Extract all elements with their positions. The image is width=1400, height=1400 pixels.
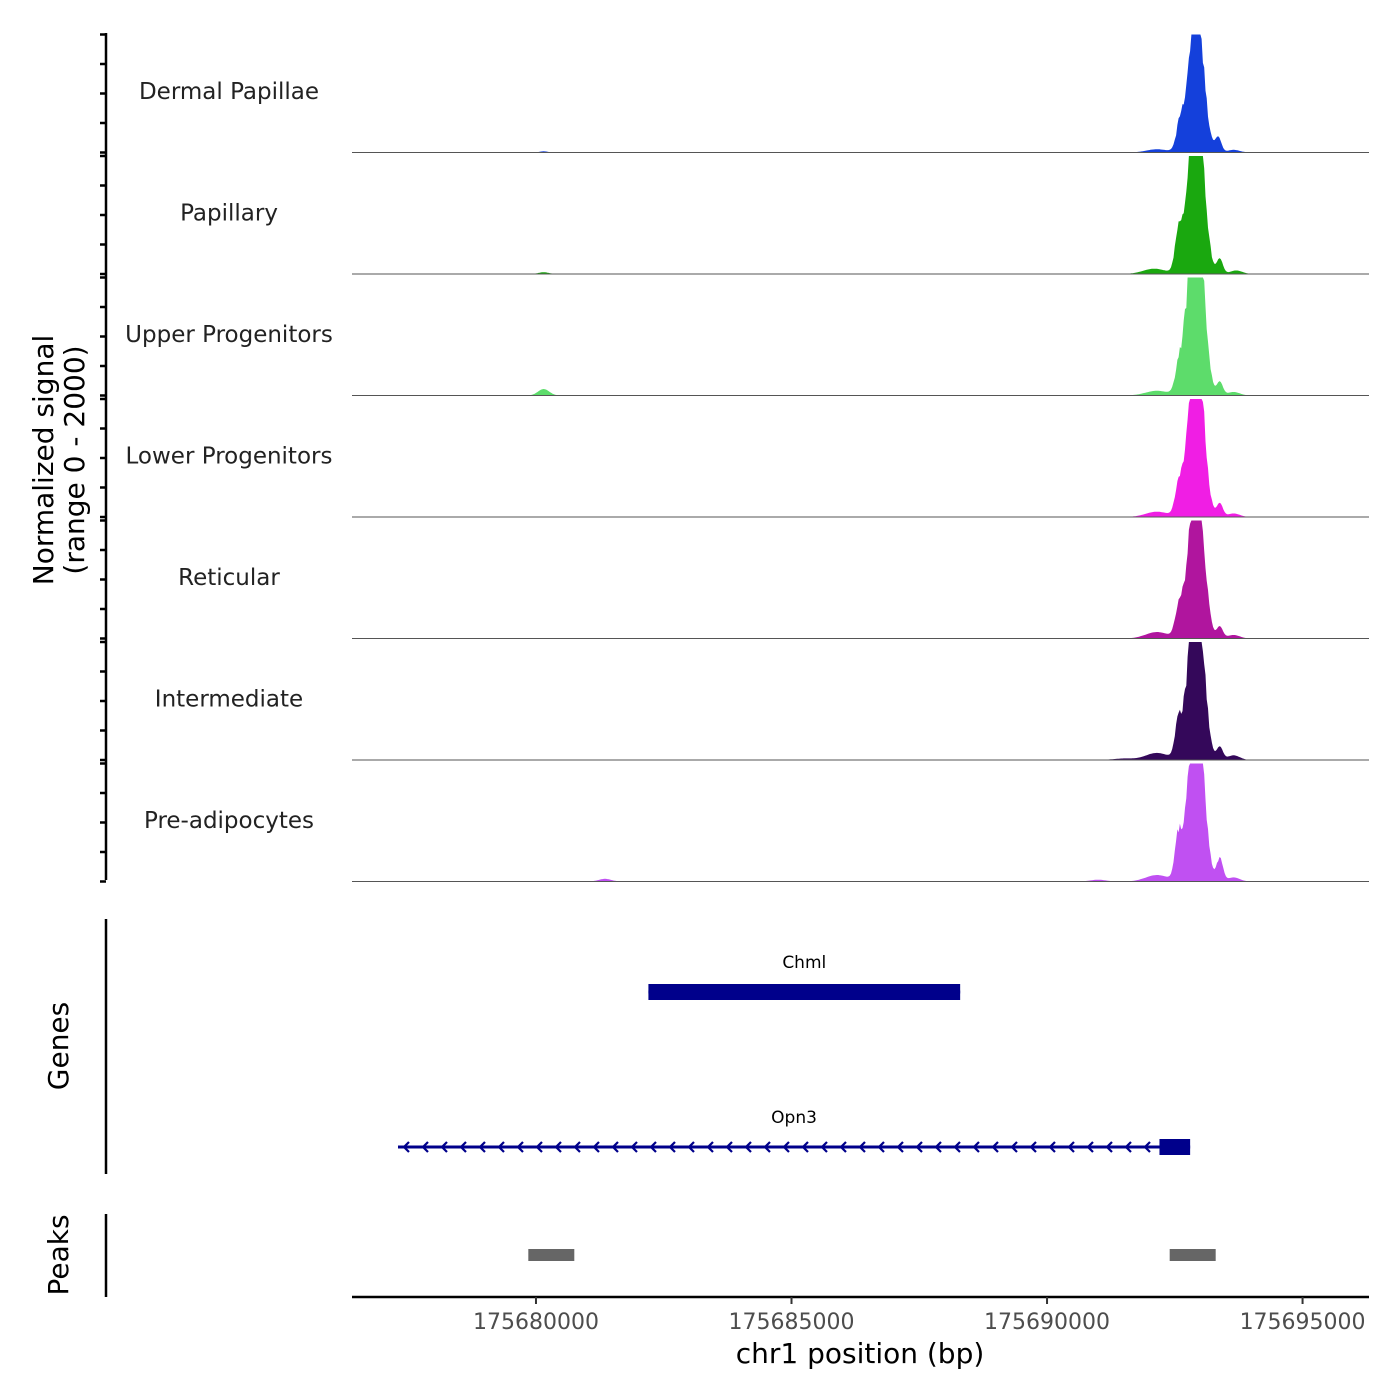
x-axis-title: chr1 position (bp) [736,1337,985,1370]
gene-strand-arrow-1-10 [592,1141,600,1153]
track-label-2: Upper Progenitors [125,322,333,348]
track-label-3: Lower Progenitors [126,444,333,470]
peaks-track-title: Peaks [42,1214,75,1295]
gene-strand-arrow-1-26 [896,1141,904,1153]
track-label-4: Reticular [178,565,280,591]
gene-strand-arrow-1-30 [972,1141,980,1153]
gene-strand-arrow-1-4 [478,1141,486,1153]
gene-strand-arrow-1-22 [820,1141,828,1153]
signal-tracks: Dermal Papillae Papillary Upper Progenitor… [125,34,1369,882]
gene-strand-arrow-1-2 [440,1141,448,1153]
gene-strand-arrow-1-8 [554,1141,562,1153]
gene-strand-arrow-1-3 [459,1141,467,1153]
gene-strand-arrow-1-23 [839,1141,847,1153]
genes-track: Chml Opn3 [397,953,1191,1155]
peak-region-1 [1169,1249,1216,1261]
gene-strand-arrow-1-17 [725,1141,733,1153]
signal-y-axis-title-line2: (range 0 - 2000) [58,345,91,574]
gene-strand-arrow-1-39 [1143,1141,1151,1153]
gene-exon-0 [648,984,961,1000]
signal-y-axis-ticks [100,33,106,883]
x-tick-label-2: 175690000 [984,1310,1110,1335]
gene-strand-arrow-1-29 [953,1141,961,1153]
gene-label-1: Opn3 [771,1108,817,1128]
signal-area-0 [352,34,1369,153]
gene-strand-arrow-1-9 [573,1141,581,1153]
signal-area-4 [352,520,1369,639]
gene-strand-arrow-1-0 [402,1141,410,1153]
gene-strand-arrow-1-18 [744,1141,752,1153]
signal-area-1 [352,156,1369,274]
gene-strand-arrow-1-14 [668,1141,676,1153]
signal-y-axis-title-line1: Normalized signal [27,335,60,586]
track-label-6: Pre-adipocytes [144,808,314,834]
gene-strand-arrow-1-35 [1067,1141,1075,1153]
gene-strand-arrow-1-7 [535,1141,543,1153]
gene-strand-arrow-1-38 [1124,1141,1132,1153]
peaks-track [528,1249,1216,1261]
gene-strand-arrow-1-5 [497,1141,505,1153]
gene-strand-arrow-1-33 [1029,1141,1037,1153]
gene-strand-arrow-1-11 [611,1141,619,1153]
gene-label-0: Chml [782,953,826,973]
gene-strand-arrow-1-12 [630,1141,638,1153]
gene-strand-arrow-1-13 [649,1141,657,1153]
gene-exon-1 [1159,1139,1191,1155]
gene-strand-arrow-1-32 [1010,1141,1018,1153]
signal-area-5 [352,642,1369,760]
gene-strand-arrow-1-16 [706,1141,714,1153]
x-tick-label-0: 175680000 [473,1310,599,1335]
track-label-0: Dermal Papillae [139,79,319,105]
gene-strand-arrow-1-15 [687,1141,695,1153]
signal-area-6 [352,763,1369,882]
signal-area-2 [352,277,1369,396]
gene-strand-arrow-1-21 [801,1141,809,1153]
gene-strand-arrow-1-19 [763,1141,771,1153]
x-tick-label-3: 175695000 [1240,1310,1366,1335]
gene-strand-arrow-1-34 [1048,1141,1056,1153]
genes-track-title: Genes [42,1002,75,1090]
track-label-1: Papillary [180,201,278,227]
gene-strand-arrow-1-31 [991,1141,999,1153]
x-tick-label-1: 175685000 [729,1310,855,1335]
peak-region-0 [528,1249,575,1261]
gene-strand-arrow-1-37 [1105,1141,1113,1153]
gene-strand-arrow-1-1 [421,1141,429,1153]
gene-strand-arrow-1-28 [934,1141,942,1153]
x-axis-ticks: 175680000 175685000 175690000 175695000 [473,1297,1366,1335]
gene-strand-arrow-1-36 [1086,1141,1094,1153]
gene-strand-arrow-1-20 [782,1141,790,1153]
gene-strand-arrow-1-24 [858,1141,866,1153]
gene-strand-arrow-1-6 [516,1141,524,1153]
signal-area-3 [352,399,1369,517]
track-label-5: Intermediate [155,687,303,713]
gene-strand-arrow-1-27 [915,1141,923,1153]
gene-strand-arrow-1-25 [877,1141,885,1153]
